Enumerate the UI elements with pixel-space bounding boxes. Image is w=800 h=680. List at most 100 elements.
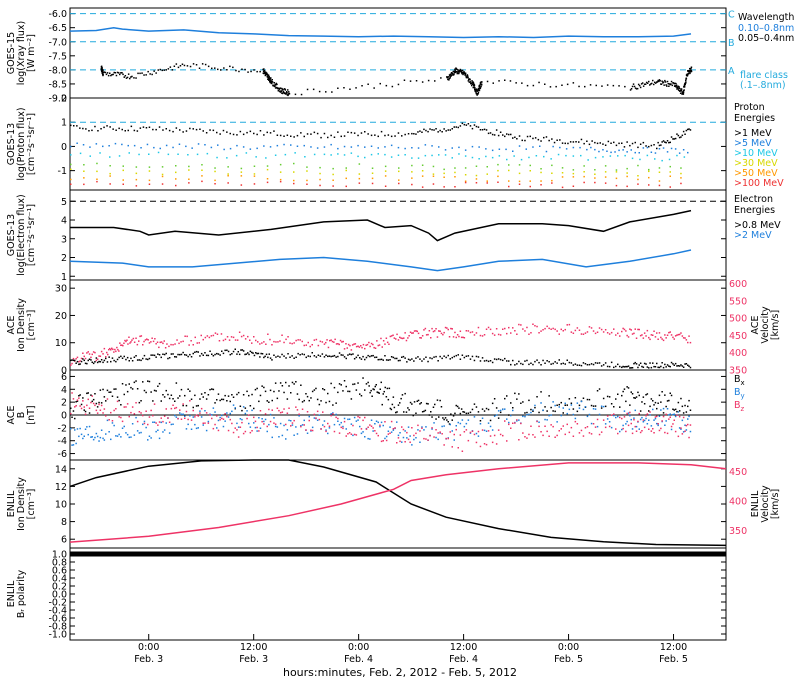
data-point xyxy=(379,388,381,390)
data-point xyxy=(157,151,160,154)
data-point xyxy=(475,89,477,92)
data-point xyxy=(390,335,393,337)
data-point xyxy=(115,129,117,131)
y-tick-label: 5 xyxy=(61,197,67,208)
data-point xyxy=(408,409,410,411)
data-point xyxy=(656,332,658,334)
data-point xyxy=(209,414,211,416)
data-point xyxy=(121,143,123,146)
data-point xyxy=(442,417,444,419)
data-point xyxy=(508,423,510,426)
data-point xyxy=(286,412,289,414)
data-point xyxy=(131,339,133,341)
data-point xyxy=(281,87,283,90)
data-point xyxy=(295,406,297,408)
data-point xyxy=(340,421,342,424)
data-point xyxy=(70,427,72,430)
data-point xyxy=(86,426,88,428)
data-point xyxy=(450,75,452,77)
data-point xyxy=(460,408,463,410)
data-point xyxy=(257,352,260,355)
data-point xyxy=(683,86,686,88)
data-point xyxy=(586,148,588,151)
data-point xyxy=(690,70,693,73)
data-point xyxy=(560,401,562,404)
data-point xyxy=(388,343,390,345)
data-point xyxy=(657,141,659,144)
data-point xyxy=(94,404,96,407)
data-point xyxy=(390,420,393,423)
data-point xyxy=(251,351,253,354)
data-point xyxy=(610,426,613,429)
data-point xyxy=(483,429,486,432)
data-point xyxy=(147,70,149,73)
data-point xyxy=(79,127,81,129)
data-point xyxy=(240,335,243,338)
data-point xyxy=(138,359,141,361)
data-point xyxy=(362,377,364,379)
data-point xyxy=(564,363,566,365)
data-point xyxy=(96,178,98,180)
data-point xyxy=(461,450,464,452)
data-point xyxy=(337,420,339,422)
threshold-label: C xyxy=(728,10,735,21)
data-point xyxy=(273,130,275,132)
data-point xyxy=(453,433,455,436)
data-point xyxy=(648,176,650,179)
data-point xyxy=(204,144,206,146)
data-point xyxy=(187,154,189,156)
y-tick-label: -6 xyxy=(58,449,67,460)
data-point xyxy=(424,144,427,146)
data-point xyxy=(74,406,76,408)
data-point xyxy=(181,63,184,65)
data-point xyxy=(510,402,512,404)
data-point xyxy=(415,80,418,82)
data-point xyxy=(658,332,661,334)
data-point xyxy=(120,344,122,346)
data-point xyxy=(654,152,657,154)
data-point xyxy=(454,167,456,169)
data-point xyxy=(313,131,316,134)
data-point xyxy=(162,420,164,423)
data-point xyxy=(668,85,670,87)
data-point xyxy=(79,394,81,396)
series-scatter-cyan xyxy=(70,151,686,162)
data-point xyxy=(175,178,177,180)
data-point xyxy=(680,182,682,185)
data-point xyxy=(279,422,282,425)
data-point xyxy=(610,403,613,405)
data-point xyxy=(397,83,400,86)
data-point xyxy=(311,344,313,346)
data-point xyxy=(455,336,457,339)
data-point xyxy=(622,365,624,368)
data-point xyxy=(622,390,624,393)
data-point xyxy=(259,394,262,397)
data-point xyxy=(263,356,265,359)
data-point xyxy=(453,73,455,76)
y-tick-label: -7.0 xyxy=(48,37,67,48)
data-point xyxy=(458,146,460,149)
data-point xyxy=(454,70,456,72)
data-point xyxy=(662,407,665,410)
data-point xyxy=(234,339,237,341)
data-point xyxy=(440,77,442,79)
data-point xyxy=(385,359,388,361)
data-point xyxy=(454,331,456,334)
data-point xyxy=(86,404,88,407)
data-point xyxy=(355,356,358,359)
data-point xyxy=(478,88,480,91)
data-point xyxy=(566,324,568,326)
data-point xyxy=(95,402,98,405)
data-point xyxy=(108,431,110,433)
y-tick-label: -9.0 xyxy=(48,94,67,105)
data-point xyxy=(405,339,408,342)
data-point xyxy=(676,365,678,367)
data-point xyxy=(615,144,618,147)
data-point xyxy=(82,437,84,440)
data-point xyxy=(457,421,459,424)
data-point xyxy=(466,74,469,76)
data-point xyxy=(604,182,607,184)
data-point xyxy=(83,355,85,358)
data-point xyxy=(528,156,530,159)
data-point xyxy=(370,419,373,421)
